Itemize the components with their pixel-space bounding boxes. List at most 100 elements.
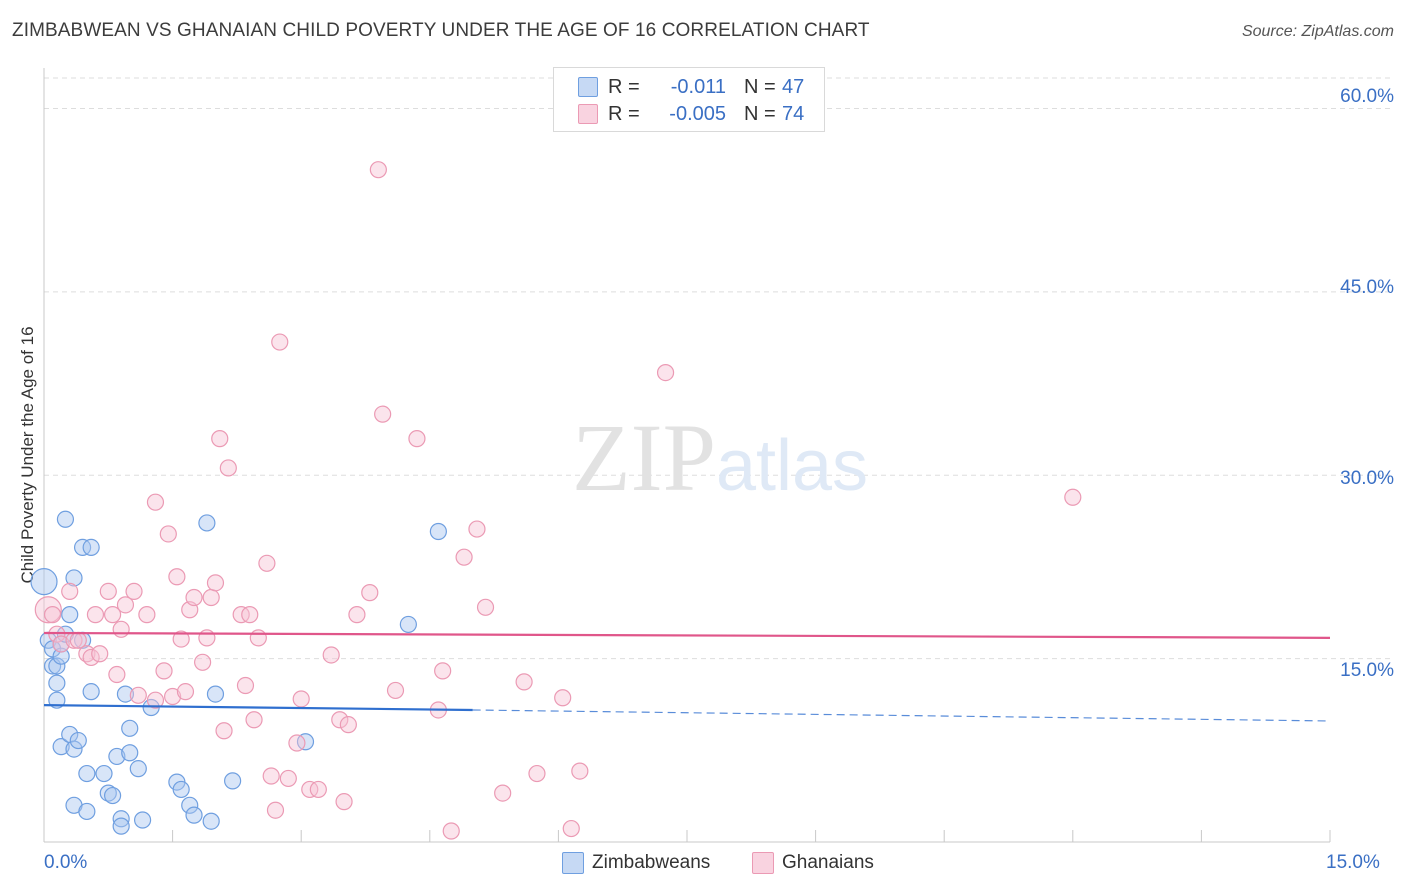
zimbabwean-point [48,657,66,675]
y-tick-label: 60.0% [1340,86,1394,107]
zimbabwean-point [198,514,216,532]
ghanaian-point [215,722,233,740]
ghanaian-point [219,459,237,477]
legend-n-value: 47 [782,75,805,98]
ghanaian-point [168,568,186,586]
zimbabweans-points [30,510,447,835]
ghanaian-point [571,762,589,780]
correlation-legend: R = -0.011 N = 47 R = -0.005 N = 74 [553,67,825,132]
zimbabwean-point [30,568,58,596]
ghanaian-point [82,648,100,667]
bottom-legend-ghanaians: Ghanaians [752,852,874,874]
ghanaian-point [159,525,177,543]
legend-swatch-blue [562,852,584,874]
ghanaian-point [129,686,147,704]
watermark: ZIPatlas [572,404,868,511]
y-tick-label: 45.0% [1340,277,1394,298]
zimbabweans-trend-line [43,703,473,712]
zimbabwean-point [65,740,83,758]
ghanaian-point [361,584,379,602]
legend-swatch-pink [578,104,598,124]
legend-row-ghanaians: R = -0.005 N = 74 [554,101,804,127]
ghanaian-point [86,606,105,624]
ghanaian-point [369,161,387,179]
ghanaian-point [339,716,357,734]
chart-source: Source: ZipAtlas.com [1241,23,1394,40]
zimbabwean-point [116,685,135,703]
ghanaian-point [194,653,212,671]
ghanaian-point [176,683,195,701]
ghanaian-point [108,665,126,684]
zimbabwean-point [108,747,126,766]
ghanaian-point [146,493,165,511]
ghanaian-point [1064,488,1082,506]
ghanaian-point [494,784,512,802]
ghanaian-point [386,681,405,700]
zimbabwean-point [82,683,100,701]
zimbabwean-point [399,615,417,634]
ghanaian-point [322,646,340,664]
legend-r-label: R = [608,102,640,125]
legend-row-zimbabweans: R = -0.011 N = 47 [554,74,804,100]
ghanaian-point [172,630,190,648]
zimbabwean-point [429,522,447,541]
zimbabwean-point [181,796,199,814]
ghanaian-point [271,333,289,351]
grid-lines [43,68,1394,843]
zimbabwean-point [103,786,122,805]
ghanaian-point [249,629,267,647]
legend-r-value: -0.005 [669,102,726,125]
legend-label: Zimbabweans [592,852,711,873]
ghanaian-point [279,769,297,788]
ghanaian-point [442,822,460,840]
ghanaian-point [61,582,79,601]
zimbabwean-point [112,817,130,835]
ghanaian-point [52,635,70,653]
ghanaian-point [476,598,495,616]
ghanaian-point [125,582,143,601]
zimbabwean-point [202,812,220,830]
ghanaian-point [656,363,675,382]
zimbabwean-point [52,738,70,756]
ghanaian-point [48,625,66,643]
zimbabwean-point [78,764,96,783]
ghanaian-point [266,801,285,819]
ghanaian-point [155,662,173,680]
ghanaian-point [185,588,203,607]
zimbabwean-point [65,569,83,587]
y-tick-label: 15.0% [1340,660,1394,681]
ghanaian-point [116,596,135,614]
ghanaian-point [103,606,122,624]
zimbabweans-trend-extension [472,709,1331,722]
ghanaian-point [206,574,225,592]
ghanaian-point [99,582,117,601]
watermark-zip: ZIP [572,404,716,511]
zimbabwean-point [185,806,203,824]
zimbabwean-point [43,657,62,675]
zimbabwean-point [133,811,152,829]
ghanaian-point [468,520,486,538]
zimbabwean-point [172,780,190,799]
ghanaian-point [288,734,306,752]
zimbabwean-point [61,606,79,624]
ghanaian-point [236,676,255,695]
ghanaian-point [455,548,473,566]
ghanaian-point [408,430,426,448]
ghanaian-point [515,673,533,691]
zimbabwean-point [129,760,147,778]
ghanaian-point [335,793,353,811]
ghanaian-point [554,689,572,707]
zimbabwean-point [82,538,100,557]
legend-r-value: -0.011 [670,75,726,98]
x-tick-label: 15.0% [1326,852,1380,873]
ghanaian-point [562,819,580,838]
ghanaian-point [43,606,62,624]
ghanaians-trend-line [43,631,1331,639]
ghanaian-point [138,606,156,624]
ghanaian-point [198,629,216,647]
zimbabwean-point [121,744,139,762]
legend-n-label: N = [744,102,776,125]
ghanaian-point [202,588,220,607]
ghanaian-point [292,690,310,708]
ghanaian-point [241,606,259,624]
